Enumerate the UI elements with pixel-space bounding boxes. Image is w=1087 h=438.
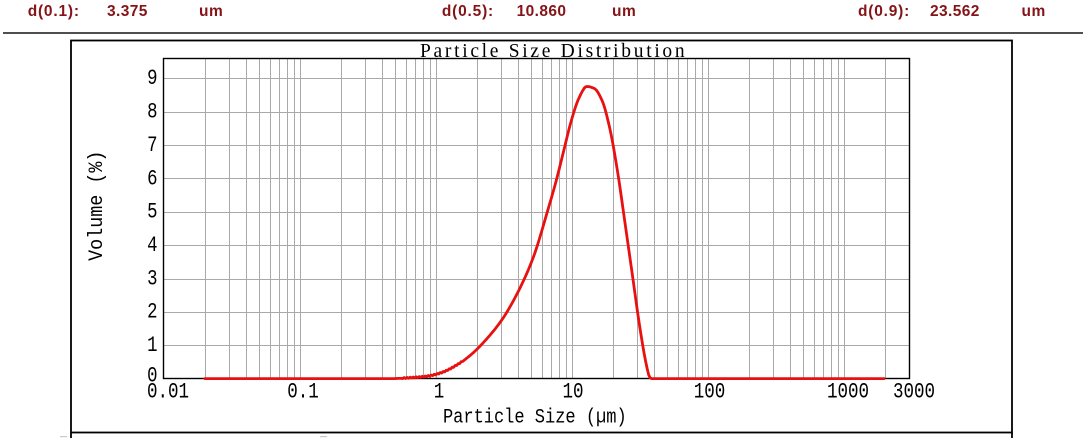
svg-text:0.01: 0.01 — [147, 380, 189, 406]
svg-text:Particle Size Distribution: Particle Size Distribution — [420, 41, 687, 62]
svg-text:23.562: 23.562 — [930, 3, 980, 20]
svg-text:3000: 3000 — [893, 380, 935, 406]
svg-text:0.1: 0.1 — [287, 380, 319, 406]
svg-text:1: 1 — [147, 333, 157, 359]
svg-text:d(0.1):: d(0.1): — [28, 3, 80, 20]
svg-text:7: 7 — [147, 133, 157, 159]
svg-text:10: 10 — [562, 380, 583, 406]
svg-text:d(0.9):: d(0.9): — [858, 3, 910, 20]
svg-text:1: 1 — [434, 380, 445, 406]
svg-text:100: 100 — [694, 380, 726, 406]
svg-text:0: 0 — [147, 364, 157, 390]
svg-text:3.375: 3.375 — [107, 3, 148, 20]
svg-text:um: um — [612, 3, 636, 20]
svg-text:Particle Size (µm): Particle Size (µm) — [443, 405, 627, 429]
svg-text:d(0.5):: d(0.5): — [442, 3, 494, 20]
svg-text:um: um — [1022, 3, 1046, 20]
svg-text:5: 5 — [147, 200, 157, 226]
svg-text:3: 3 — [147, 266, 157, 292]
svg-text:9: 9 — [147, 66, 157, 92]
svg-text:8: 8 — [147, 100, 157, 126]
svg-text:10.860: 10.860 — [517, 3, 567, 20]
svg-text:2: 2 — [147, 300, 157, 326]
svg-text:4: 4 — [147, 233, 157, 259]
svg-text:Volume (%): Volume (%) — [85, 151, 108, 261]
svg-text:1000: 1000 — [827, 380, 869, 406]
svg-text:6: 6 — [147, 166, 157, 192]
svg-text:um: um — [199, 3, 223, 20]
